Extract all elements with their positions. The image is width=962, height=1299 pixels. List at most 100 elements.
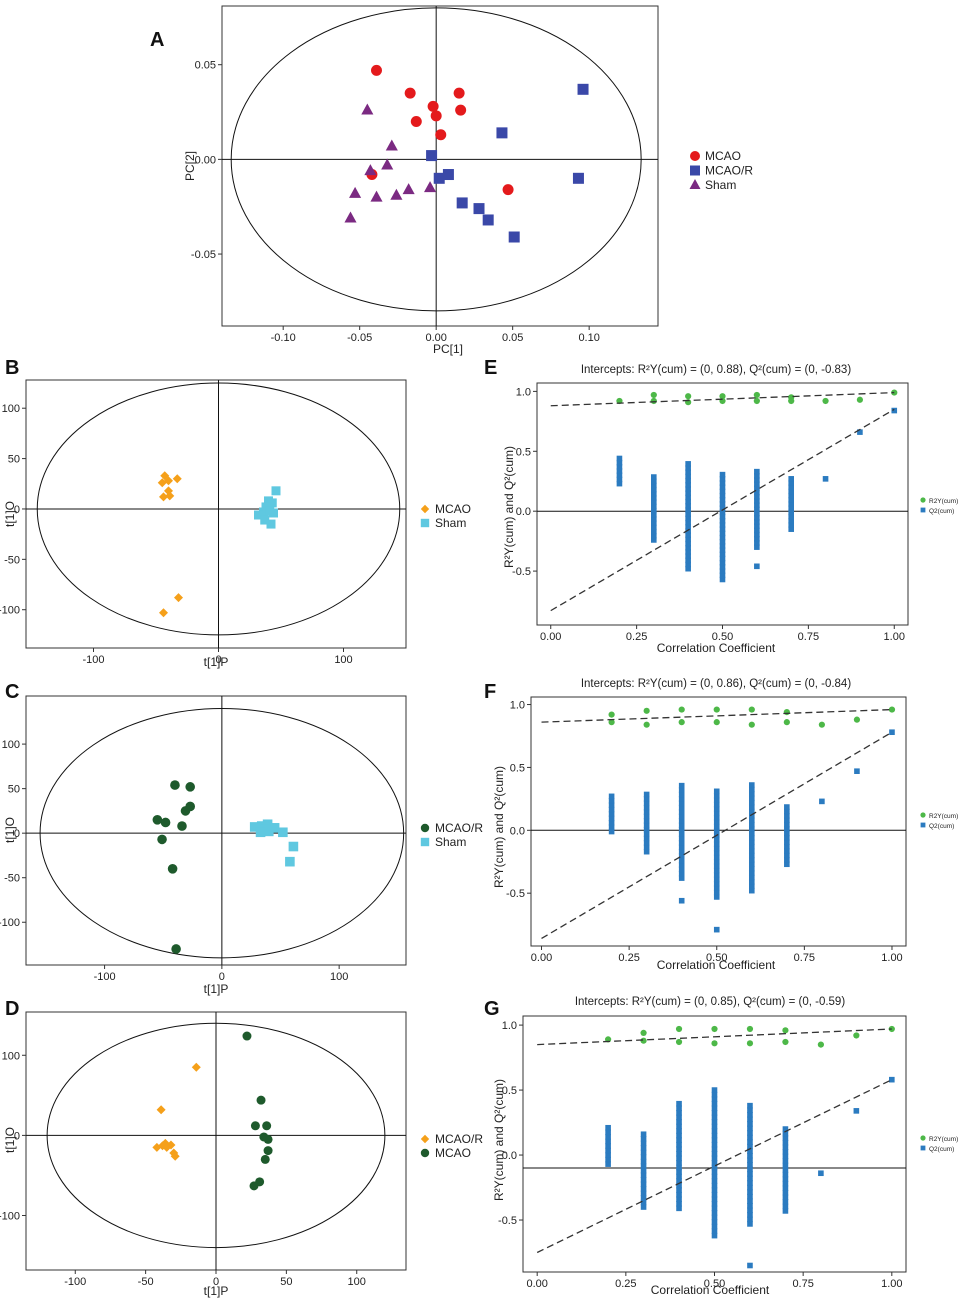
panel-a-legend-marker [689,179,701,189]
panel-f-r2-point [678,706,685,713]
panel-d-xtick-label: 0 [213,1276,219,1288]
panel-f-q2-point [713,801,720,808]
panel-c-point-sham [288,841,299,852]
panel-g-q2-point [711,1232,718,1239]
panel-f-r2-point [713,719,720,726]
panel-e-q2-point [719,505,726,511]
panel-e-q2-point [650,482,657,489]
panel-e-q2-point [754,481,760,488]
panel-f-q2-point [819,798,825,805]
panel-e-q2-point [719,522,726,528]
panel-g-q2-point [782,1135,789,1141]
panel-f-q2-point [678,818,685,824]
panel-f-legend-marker [920,822,926,828]
panel-g-ytick-label: 0.5 [502,1085,517,1097]
panel-a-frame [221,5,659,327]
panel-b-point-mcao [172,474,182,484]
panel-f-q2-point [608,797,615,804]
panel-e-q2-point [754,563,760,570]
panel-b-point-sham [271,486,281,496]
panel-f-q2-point [713,894,720,900]
panel-b-xtick-label: 100 [334,654,352,666]
panel-e-ylabel: R²Y(cum) and Q²(cum) [502,446,516,568]
panel-e-q2-point [719,476,726,482]
panel-f-q2-point [854,768,860,774]
panel-c-xlabel: t[1]P [204,982,229,996]
panel-f-ytick-label: 1.0 [510,700,525,712]
panel-a-xtick-label: -0.05 [347,332,372,344]
panel-e-xtick-label: 0.50 [712,631,733,643]
panel-f-q2-point [643,835,650,842]
panel-a-point-sham [424,181,437,193]
panel-e-r2-point [685,393,692,400]
panel-b-ellipse [36,382,401,636]
panel-e-q2-point [616,476,623,483]
panel-e-q2-point [788,484,795,491]
panel-g-q2-point [640,1149,647,1156]
panel-e-r2-point [788,394,795,401]
panel-a-point-mcao [404,87,416,99]
panel-e-q2-point [685,565,691,572]
panel-g-q2-point [747,1102,753,1109]
panel-e-q2-point [616,468,623,474]
panel-b-point-mcao [159,608,168,618]
panel-f-q2-point [713,926,720,933]
panel-d-point-mcao-r [170,1151,180,1161]
panel-c-ytick-label: 0 [14,828,20,840]
panel-d-point-mcao [263,1146,273,1156]
panel-f-q2-point [748,786,755,793]
panel-g-q2-point [676,1160,682,1166]
panel-d-ytick-label: 100 [2,1050,20,1062]
panel-f-q2-point [608,824,615,830]
panel-c-ytick-label: -50 [4,873,20,885]
panel-d-legend-label: MCAO/R [435,1132,483,1146]
panel-c-legend-label: MCAO/R [435,821,483,835]
panel-e-q2-point [650,528,657,535]
panel-g-q2-point [640,1190,647,1197]
panel-e-q2-point [719,538,726,545]
panel-f-q2-point [748,852,755,859]
panel-d-label: D [5,998,19,1020]
panel-c-point-sham [263,826,274,837]
panel-c-ylabel: t[1]O [3,817,17,843]
panel-g-r2-point [675,1025,683,1033]
panel-d-point-mcao [242,1031,252,1041]
panel-b-point-sham [259,507,268,517]
panel-g-q2-point [747,1107,753,1114]
panel-a-point-sham [381,158,394,170]
panel-e-q2-point [719,530,726,537]
panel-d-xtick-label: 100 [348,1276,366,1288]
panel-a-point-mcao-r [572,172,584,184]
panel-g-q2-point [711,1087,718,1093]
panel-a-point-sham [385,139,398,151]
panel-g-q2-point [782,1208,789,1214]
panel-e-q2-point [788,526,795,532]
panel-g-q2-point [853,1108,860,1114]
panel-g-q2-point [711,1160,718,1166]
panel-e-q2-point [719,509,726,516]
panel-g-q2-point [747,1212,753,1218]
panel-f-q2-point [713,814,720,821]
panel-b-point-sham [260,515,270,525]
panel-g-q2-point [676,1137,682,1143]
panel-d-point-mcao-r [191,1062,201,1072]
panel-a-point-mcao [430,110,442,122]
panel-a-point-mcao-r [456,197,468,209]
panel-c-point-mcao-r [180,806,191,816]
panel-c-point-sham [249,822,260,832]
panel-g-q2-point [676,1187,682,1193]
panel-f-q2-point [713,885,720,891]
panel-g-q2-point [676,1155,682,1162]
panel-f-q2-point [678,804,685,811]
panel-e-q2-point [719,572,726,579]
panel-g-q2-point [711,1155,718,1162]
panel-g-q2-point [711,1110,718,1116]
panel-e-xtick-label: 0.00 [540,631,561,643]
panel-d-legend-marker [420,1134,430,1144]
panel-c-point-mcao-r [167,864,178,874]
panel-f-q2-point [784,826,790,832]
panel-e-q2-point [685,544,691,551]
panel-f-q2-point [643,844,650,851]
panel-e-legend-marker [920,497,926,503]
panel-f-xtick-label: 1.00 [881,952,902,964]
